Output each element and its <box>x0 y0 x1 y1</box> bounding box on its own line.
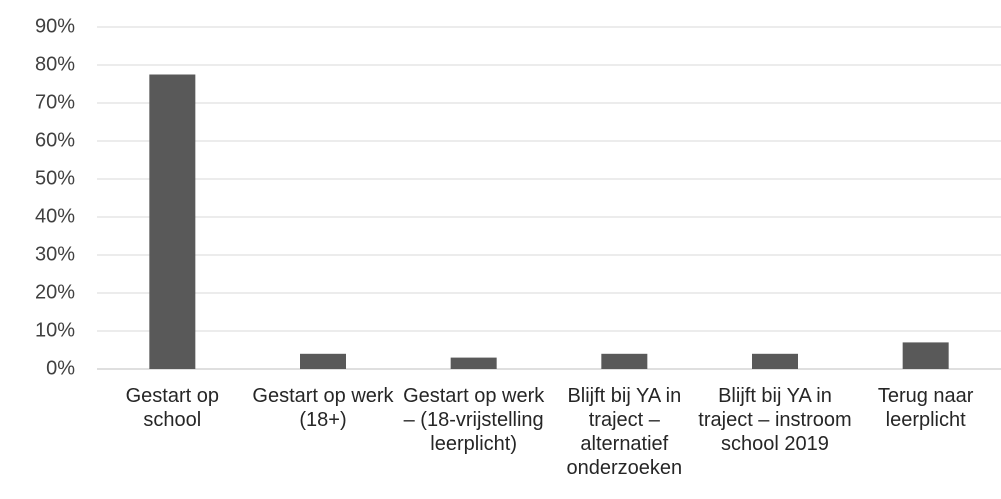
bar <box>149 74 196 369</box>
y-tick-label: 70% <box>35 91 75 113</box>
x-tick-label: Gestart op werk (18+) <box>252 385 394 431</box>
x-tick-label: Terug naar leerplicht <box>877 385 974 431</box>
x-tick-label: Gestart op school <box>125 385 220 431</box>
x-tick-label: Blijft bij YA in traject – alternatief o… <box>566 385 683 479</box>
bar <box>752 353 798 369</box>
y-tick-label: 80% <box>35 53 75 75</box>
y-tick-label: 90% <box>35 15 75 37</box>
x-tick-label: Gestart op werk – (18-vrijstelling leerp… <box>403 385 545 455</box>
y-tick-label: 0% <box>46 357 75 379</box>
x-tick-label: Blijft bij YA in traject – instroom scho… <box>698 385 852 455</box>
bar <box>902 342 949 369</box>
y-tick-label: 20% <box>35 281 75 303</box>
y-tick-label: 30% <box>35 243 75 265</box>
bar <box>601 353 648 369</box>
bar <box>450 357 497 369</box>
bar <box>300 353 346 369</box>
y-tick-label: 60% <box>35 129 75 151</box>
y-tick-label: 50% <box>35 167 75 189</box>
y-tick-label: 10% <box>35 319 75 341</box>
y-tick-label: 40% <box>35 205 75 227</box>
